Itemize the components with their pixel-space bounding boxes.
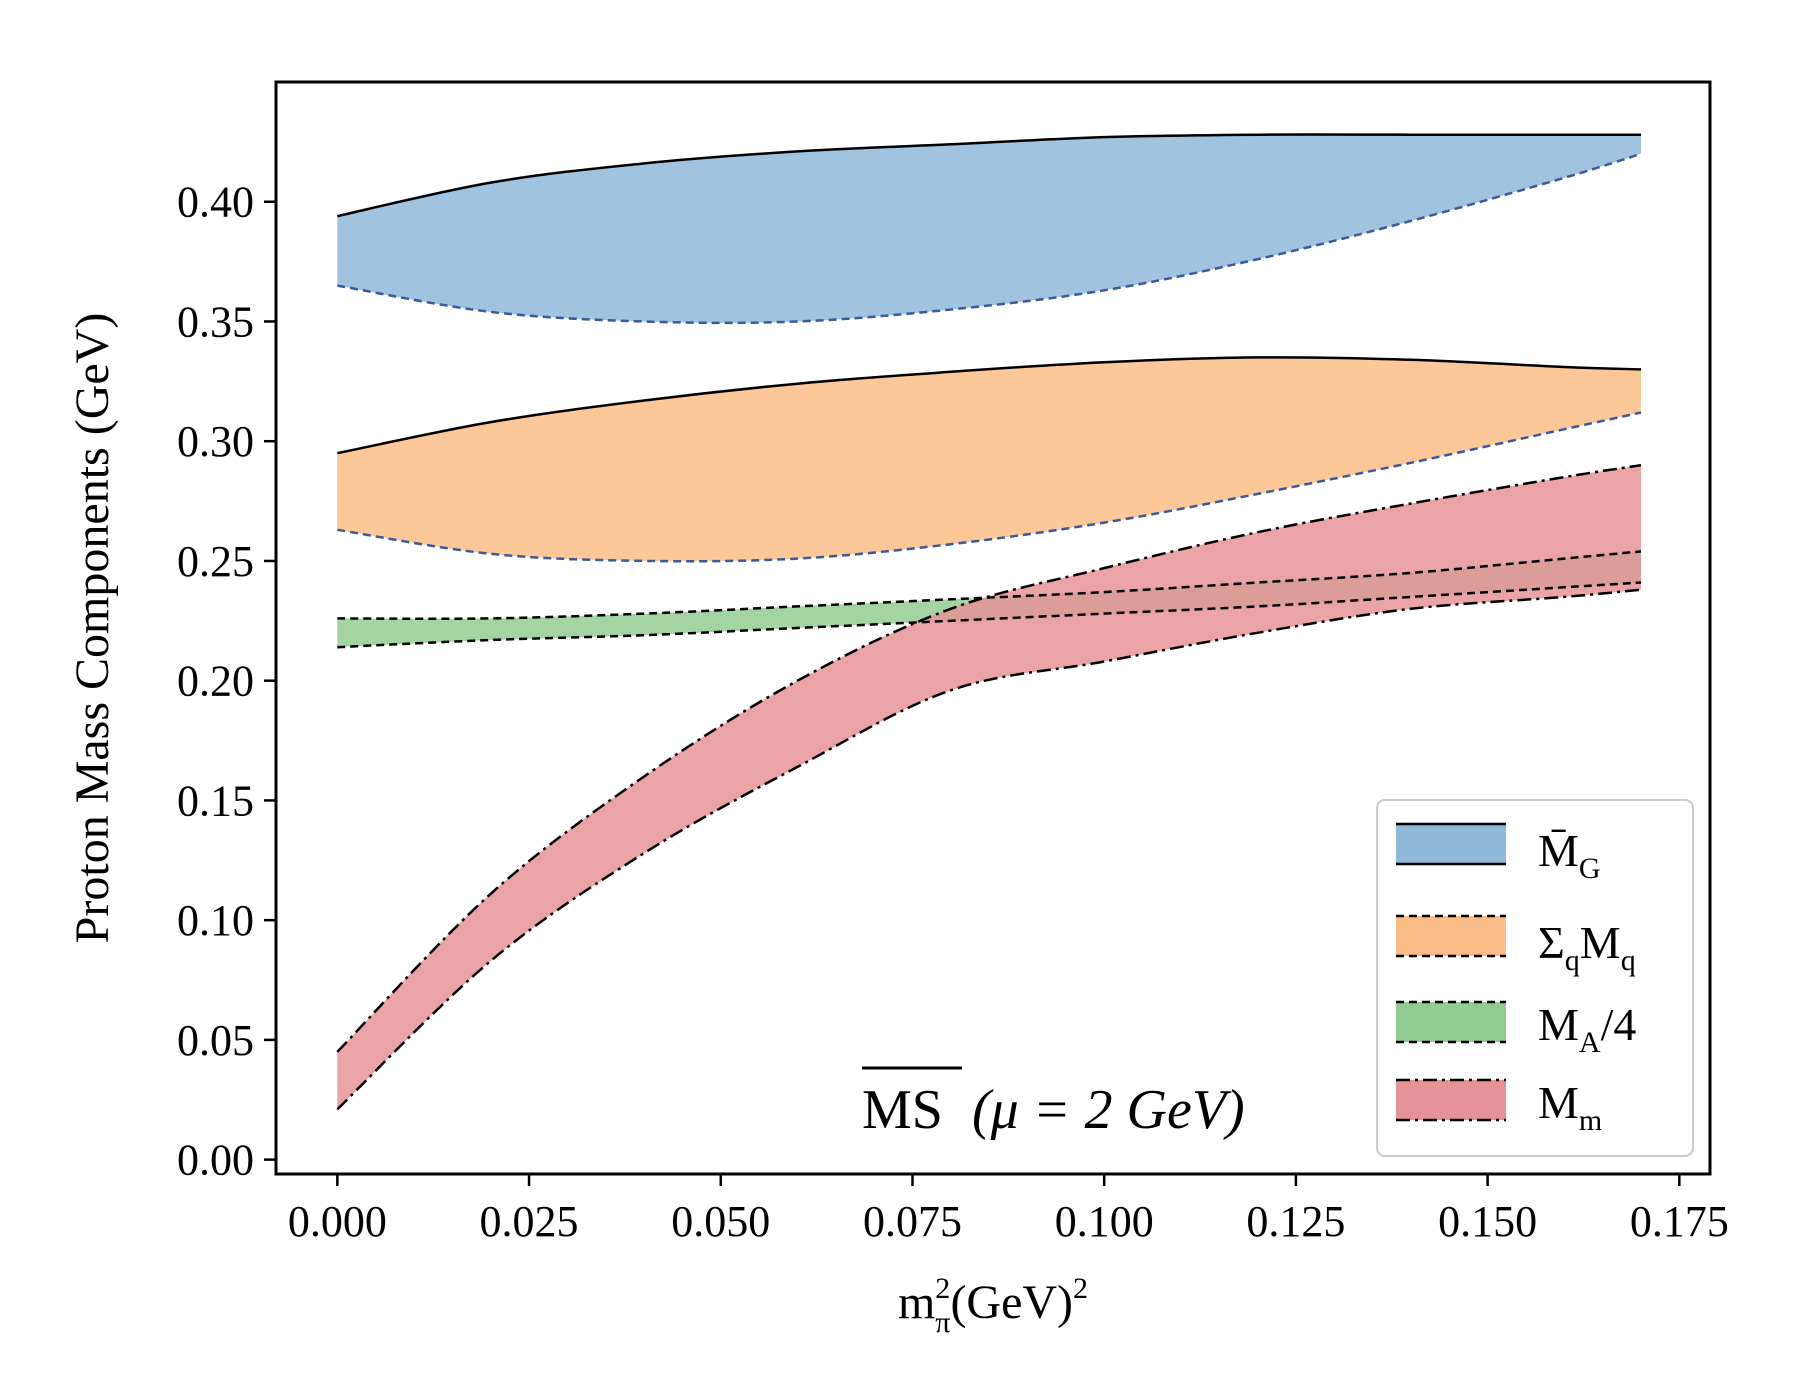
band-sigma-mq-lower-edge <box>337 411 1642 563</box>
x-axis-var-sup: 2 <box>935 1272 950 1305</box>
band-mg-upper-edge <box>337 133 1641 218</box>
scale-label: (μ = 2 GeV) <box>972 1079 1245 1141</box>
y-tick-label: 0.15 <box>177 776 254 825</box>
band-ma4-upper-edge <box>337 550 1642 621</box>
legend-swatch-sigma-mq <box>1396 916 1506 956</box>
x-tick-label: 0.000 <box>288 1197 387 1246</box>
y-ticks: 0.00 0.05 0.10 0.15 0.20 0.25 0.30 0.35 0.40 <box>177 178 276 1185</box>
legend-swatch-ma4 <box>1396 1002 1506 1042</box>
y-tick-label: 0.25 <box>177 537 254 586</box>
legend-label-sigma-mq: ΣqMq <box>1538 917 1636 977</box>
plot-frame <box>274 80 1712 1176</box>
scheme-annotation: MS (μ = 2 GeV) <box>862 1066 1245 1141</box>
band-mm-lower-edge <box>336 588 1642 1111</box>
x-tick-label: 0.100 <box>1055 1197 1154 1246</box>
y-tick-label: 0.00 <box>177 1136 254 1185</box>
legend-label-mm: Mm <box>1538 1077 1602 1137</box>
x-axis-var: m <box>898 1276 935 1329</box>
x-axis-title: m2 π(GeV)2 <box>898 1272 1088 1339</box>
y-tick-label: 0.05 <box>177 1016 254 1065</box>
x-ticks: 0.000 0.025 0.050 0.075 0.100 0.125 0.150 0.175 <box>288 1174 1729 1246</box>
legend-item-mg: M̄G <box>1396 822 1601 885</box>
legend-item-mm: Mm <box>1396 1077 1602 1137</box>
x-tick-label: 0.075 <box>863 1197 962 1246</box>
y-tick-label: 0.20 <box>177 657 254 706</box>
legend-label-mg: M̄G <box>1538 825 1601 885</box>
x-axis-units-sup: 2 <box>1073 1272 1088 1305</box>
legend-item-sigma-mq: ΣqMq <box>1396 914 1636 977</box>
x-tick-label: 0.125 <box>1246 1197 1345 1246</box>
x-axis-var-sub: π <box>935 1306 950 1339</box>
legend-label-ma4: MA/4 <box>1538 999 1636 1059</box>
band-mm-upper-edge <box>336 463 1642 1053</box>
scheme-label: MS <box>862 1079 943 1141</box>
edges-layer <box>336 133 1642 1111</box>
legend-box <box>1376 799 1694 1157</box>
y-tick-label: 0.40 <box>177 178 254 227</box>
x-axis-units: (GeV) <box>950 1276 1073 1329</box>
y-tick-label: 0.35 <box>177 297 254 346</box>
band-mm <box>337 465 1641 1110</box>
x-tick-label: 0.025 <box>480 1197 579 1246</box>
x-tick-label: 0.150 <box>1438 1197 1537 1246</box>
x-tick-label: 0.175 <box>1630 1197 1729 1246</box>
y-tick-label: 0.30 <box>177 417 254 466</box>
legend: M̄G ΣqMq MA/4 Mm <box>1376 799 1694 1157</box>
bands-layer <box>337 134 1641 1110</box>
legend-swatch-mm <box>1396 1080 1506 1120</box>
band-sigma-mq <box>337 357 1641 562</box>
x-tick-label: 0.050 <box>671 1197 770 1246</box>
legend-item-ma4: MA/4 <box>1396 999 1636 1059</box>
band-sigma-mq-upper-edge <box>337 356 1642 455</box>
band-mg <box>337 134 1641 323</box>
band-ma4-lower-edge <box>337 581 1642 649</box>
y-axis-title: Proton Mass Components (GeV) <box>66 313 119 944</box>
y-tick-label: 0.10 <box>177 896 254 945</box>
legend-swatch-mg <box>1396 824 1506 864</box>
band-mg-lower-edge <box>337 152 1642 325</box>
